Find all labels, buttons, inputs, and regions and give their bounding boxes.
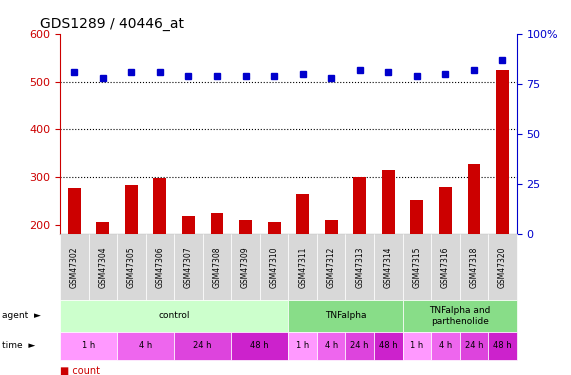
Bar: [68, 188, 81, 320]
Text: GSM47306: GSM47306: [155, 246, 164, 288]
Text: GSM47302: GSM47302: [70, 246, 79, 288]
Bar: [439, 187, 452, 320]
Text: 4 h: 4 h: [139, 341, 152, 350]
Bar: [211, 213, 223, 320]
Text: TNFalpha: TNFalpha: [325, 311, 366, 320]
Text: GDS1289 / 40446_at: GDS1289 / 40446_at: [40, 17, 184, 31]
Bar: [353, 177, 366, 320]
Text: 4 h: 4 h: [439, 341, 452, 350]
Bar: [125, 185, 138, 320]
Text: GSM47318: GSM47318: [469, 246, 478, 288]
Text: 1 h: 1 h: [296, 341, 309, 350]
Text: GSM47307: GSM47307: [184, 246, 193, 288]
Text: GSM47316: GSM47316: [441, 246, 450, 288]
Bar: [411, 200, 423, 320]
Text: GSM47313: GSM47313: [355, 246, 364, 288]
Bar: [239, 220, 252, 320]
Text: GSM47305: GSM47305: [127, 246, 136, 288]
Text: 48 h: 48 h: [493, 341, 512, 350]
Bar: [496, 70, 509, 320]
Text: 48 h: 48 h: [379, 341, 397, 350]
Text: GSM47315: GSM47315: [412, 246, 421, 288]
Text: GSM47311: GSM47311: [298, 246, 307, 288]
Text: control: control: [158, 311, 190, 320]
Text: 4 h: 4 h: [324, 341, 338, 350]
Bar: [382, 170, 395, 320]
Text: GSM47320: GSM47320: [498, 246, 507, 288]
Text: GSM47312: GSM47312: [327, 246, 336, 288]
Text: TNFalpha and
parthenolide: TNFalpha and parthenolide: [429, 306, 490, 326]
Bar: [468, 164, 480, 320]
Bar: [296, 194, 309, 320]
Text: time  ►: time ►: [2, 341, 35, 350]
Text: ■ count: ■ count: [60, 366, 100, 375]
Text: GSM47304: GSM47304: [98, 246, 107, 288]
Bar: [154, 178, 166, 320]
Bar: [268, 222, 280, 320]
Text: GSM47308: GSM47308: [212, 246, 222, 288]
Text: agent  ►: agent ►: [2, 311, 41, 320]
Text: GSM47314: GSM47314: [384, 246, 393, 288]
Text: 24 h: 24 h: [194, 341, 212, 350]
Text: 48 h: 48 h: [251, 341, 269, 350]
Text: GSM47310: GSM47310: [270, 246, 279, 288]
Text: 24 h: 24 h: [465, 341, 483, 350]
Text: 24 h: 24 h: [351, 341, 369, 350]
Text: 1 h: 1 h: [82, 341, 95, 350]
Text: 1 h: 1 h: [410, 341, 424, 350]
Bar: [96, 222, 109, 320]
Bar: [325, 220, 337, 320]
Bar: [182, 216, 195, 320]
Text: GSM47309: GSM47309: [241, 246, 250, 288]
